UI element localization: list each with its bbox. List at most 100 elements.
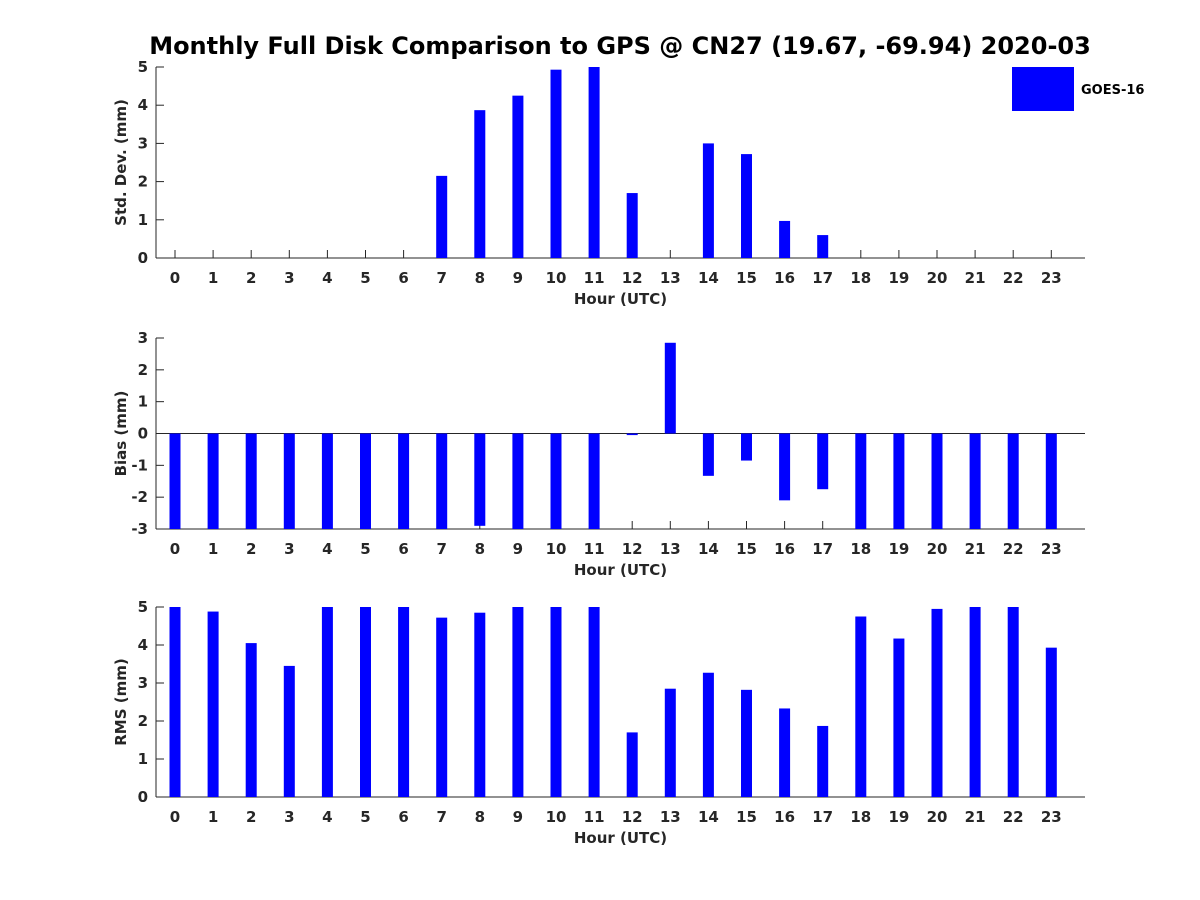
x-tick-label: 5 bbox=[360, 808, 370, 826]
x-tick-label: 11 bbox=[584, 269, 605, 287]
x-tick-label: 11 bbox=[584, 808, 605, 826]
bar-rms-hour-2 bbox=[245, 643, 257, 797]
y-tick-label: 4 bbox=[138, 636, 148, 654]
bar-rms-hour-15 bbox=[741, 689, 752, 797]
x-tick-label: 2 bbox=[246, 540, 256, 558]
x-tick-label: 14 bbox=[698, 808, 719, 826]
x-tick-label: 18 bbox=[850, 269, 871, 287]
y-tick-label: -1 bbox=[131, 456, 148, 474]
bar-bias-hour-7 bbox=[436, 433, 448, 529]
bar-rms-hour-12 bbox=[626, 732, 638, 797]
x-axis-label: Hour (UTC) bbox=[574, 290, 667, 308]
bar-bias-hour-22 bbox=[1007, 433, 1019, 529]
bar-rms-hour-20 bbox=[931, 608, 943, 797]
y-tick-label: 1 bbox=[138, 750, 148, 768]
x-tick-label: 7 bbox=[436, 540, 446, 558]
x-tick-label: 17 bbox=[812, 540, 833, 558]
bar-rms-hour-5 bbox=[360, 607, 371, 797]
y-tick-label: 2 bbox=[138, 173, 148, 191]
bar-bias-hour-9 bbox=[512, 433, 524, 529]
x-tick-label: 0 bbox=[170, 808, 180, 826]
x-tick-label: 20 bbox=[927, 540, 948, 558]
bar-rms-hour-10 bbox=[550, 607, 562, 797]
x-tick-label: 15 bbox=[736, 540, 757, 558]
x-tick-label: 7 bbox=[436, 269, 446, 287]
x-tick-label: 6 bbox=[398, 540, 408, 558]
x-tick-label: 21 bbox=[965, 540, 986, 558]
x-tick-label: 22 bbox=[1003, 808, 1024, 826]
bar-std-dev-hour-11 bbox=[588, 67, 600, 258]
x-tick-label: 2 bbox=[246, 269, 256, 287]
bar-bias-hour-11 bbox=[588, 433, 600, 529]
x-tick-label: 9 bbox=[513, 269, 523, 287]
y-tick-label: -3 bbox=[131, 520, 148, 538]
x-tick-label: 21 bbox=[965, 808, 986, 826]
x-tick-label: 2 bbox=[246, 808, 256, 826]
x-tick-label: 14 bbox=[698, 540, 719, 558]
bar-rms-hour-9 bbox=[512, 607, 524, 797]
x-tick-label: 8 bbox=[475, 808, 485, 826]
bar-bias-hour-2 bbox=[245, 433, 257, 529]
bar-std-dev-hour-17 bbox=[817, 235, 829, 258]
bar-rms-hour-19 bbox=[893, 638, 905, 797]
x-tick-label: 12 bbox=[622, 540, 643, 558]
bar-bias-hour-18 bbox=[855, 433, 867, 529]
bar-rms-hour-21 bbox=[969, 607, 981, 797]
bar-rms-hour-17 bbox=[817, 725, 829, 797]
chart-title: Monthly Full Disk Comparison to GPS @ CN… bbox=[149, 32, 1091, 60]
bar-std-dev-hour-14 bbox=[702, 143, 714, 258]
legend: GOES-16 bbox=[1012, 67, 1144, 111]
x-tick-label: 9 bbox=[513, 540, 523, 558]
bar-std-dev-hour-12 bbox=[626, 193, 638, 258]
y-tick-label: 2 bbox=[138, 361, 148, 379]
legend-label: GOES-16 bbox=[1081, 83, 1144, 98]
x-tick-label: 18 bbox=[850, 540, 871, 558]
x-tick-label: 21 bbox=[965, 269, 986, 287]
x-axis-label: Hour (UTC) bbox=[574, 561, 667, 579]
x-tick-label: 3 bbox=[284, 540, 294, 558]
bar-std-dev-hour-7 bbox=[436, 175, 448, 258]
x-tick-label: 19 bbox=[888, 540, 909, 558]
x-tick-label: 19 bbox=[888, 269, 909, 287]
legend-swatch bbox=[1012, 67, 1074, 111]
x-tick-label: 14 bbox=[698, 269, 719, 287]
x-tick-label: 1 bbox=[208, 808, 218, 826]
x-tick-label: 6 bbox=[398, 269, 408, 287]
x-tick-label: 12 bbox=[622, 269, 643, 287]
bar-bias-hour-16 bbox=[779, 433, 791, 501]
y-tick-label: 3 bbox=[138, 674, 148, 692]
x-tick-label: 22 bbox=[1003, 540, 1024, 558]
y-tick-label: 3 bbox=[138, 329, 148, 347]
x-tick-label: 11 bbox=[584, 540, 605, 558]
y-axis-label: Bias (mm) bbox=[112, 391, 130, 477]
x-tick-label: 0 bbox=[170, 540, 180, 558]
y-tick-label: 0 bbox=[138, 249, 148, 267]
bar-std-dev-hour-8 bbox=[474, 110, 486, 258]
x-tick-label: 8 bbox=[475, 269, 485, 287]
x-tick-label: 10 bbox=[546, 540, 567, 558]
bar-bias-hour-14 bbox=[702, 433, 714, 476]
bar-bias-hour-20 bbox=[931, 433, 943, 529]
bar-bias-hour-17 bbox=[817, 433, 829, 490]
x-tick-label: 13 bbox=[660, 540, 681, 558]
x-tick-label: 20 bbox=[927, 808, 948, 826]
y-tick-label: 4 bbox=[138, 96, 148, 114]
x-tick-label: 7 bbox=[436, 808, 446, 826]
bar-rms-hour-3 bbox=[283, 665, 295, 797]
x-tick-label: 4 bbox=[322, 540, 332, 558]
x-tick-label: 5 bbox=[360, 269, 370, 287]
bar-std-dev-hour-16 bbox=[779, 220, 791, 258]
x-tick-label: 16 bbox=[774, 540, 795, 558]
bar-rms-hour-16 bbox=[779, 708, 791, 797]
bar-bias-hour-6 bbox=[398, 433, 410, 529]
bar-rms-hour-13 bbox=[664, 688, 676, 797]
x-tick-label: 1 bbox=[208, 269, 218, 287]
x-tick-label: 6 bbox=[398, 808, 408, 826]
x-tick-label: 3 bbox=[284, 269, 294, 287]
bar-bias-hour-19 bbox=[893, 433, 905, 529]
x-tick-label: 0 bbox=[170, 269, 180, 287]
